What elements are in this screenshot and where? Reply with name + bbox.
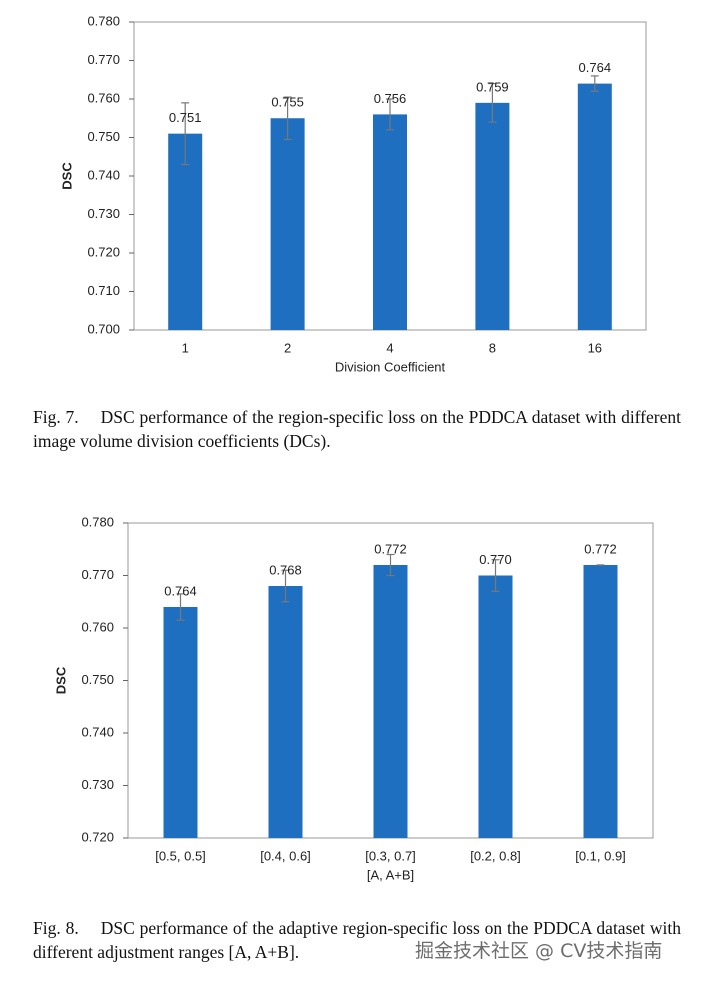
y-tick-label: 0.740: [81, 724, 114, 739]
bar: [270, 118, 305, 330]
value-label: 0.768: [269, 562, 302, 577]
y-tick-label: 0.750: [81, 672, 114, 687]
caption-label: Fig. 7.: [33, 407, 79, 427]
y-tick-label: 0.780: [81, 514, 114, 529]
x-axis-label: [A, A+B]: [367, 867, 414, 882]
bar: [168, 133, 203, 330]
x-tick-label: 8: [489, 340, 496, 355]
bar: [163, 607, 198, 838]
value-label: 0.772: [584, 541, 617, 556]
value-label: 0.755: [271, 95, 304, 110]
watermark: 掘金技术社区 @ CV技术指南: [415, 940, 663, 962]
value-label: 0.751: [169, 110, 202, 125]
bar: [577, 83, 612, 330]
x-tick-label: 2: [284, 340, 291, 355]
caption-text: DSC performance of the region-specific l…: [33, 407, 681, 451]
value-label: 0.756: [374, 91, 407, 106]
bar: [478, 575, 513, 838]
bar: [373, 114, 407, 331]
x-tick-label: 1: [182, 340, 189, 355]
value-label: 0.770: [479, 552, 512, 567]
y-tick-label: 0.780: [87, 13, 120, 28]
y-tick-label: 0.710: [87, 283, 120, 298]
y-tick-label: 0.760: [81, 619, 114, 634]
x-tick-label: [0.3, 0.7]: [365, 848, 416, 863]
y-tick-label: 0.730: [81, 777, 114, 792]
bar: [268, 586, 303, 838]
y-tick-label: 0.760: [87, 90, 120, 105]
bar: [475, 102, 510, 330]
x-tick-label: [0.4, 0.6]: [260, 848, 311, 863]
y-tick-label: 0.720: [87, 244, 120, 259]
y-axis-label: DSC: [53, 666, 68, 694]
x-tick-label: 16: [588, 340, 602, 355]
x-tick-label: 4: [386, 340, 393, 355]
y-tick-label: 0.700: [87, 321, 120, 336]
caption: Fig. 7. DSC performance of the region-spe…: [33, 405, 681, 453]
y-tick-label: 0.770: [81, 567, 114, 582]
y-axis-label: DSC: [59, 162, 74, 190]
bar: [373, 565, 408, 838]
x-tick-label: [0.5, 0.5]: [155, 848, 206, 863]
value-label: 0.764: [579, 60, 612, 75]
y-tick-label: 0.740: [87, 167, 120, 182]
y-tick-label: 0.720: [81, 829, 114, 844]
caption-label: Fig. 8.: [33, 918, 79, 938]
caption: Fig. 8. DSC performance of the adaptive r…: [33, 916, 681, 964]
y-tick-label: 0.770: [87, 52, 120, 67]
value-label: 0.759: [476, 79, 509, 94]
x-tick-label: [0.1, 0.9]: [575, 848, 626, 863]
caption-text: DSC performance of the adaptive region-s…: [33, 918, 681, 962]
x-axis-label: Division Coefficient: [335, 359, 446, 374]
y-tick-label: 0.750: [87, 129, 120, 144]
value-label: 0.764: [164, 583, 197, 598]
y-tick-label: 0.730: [87, 206, 120, 221]
value-label: 0.772: [374, 541, 407, 556]
bar: [583, 565, 618, 838]
x-tick-label: [0.2, 0.8]: [470, 848, 521, 863]
